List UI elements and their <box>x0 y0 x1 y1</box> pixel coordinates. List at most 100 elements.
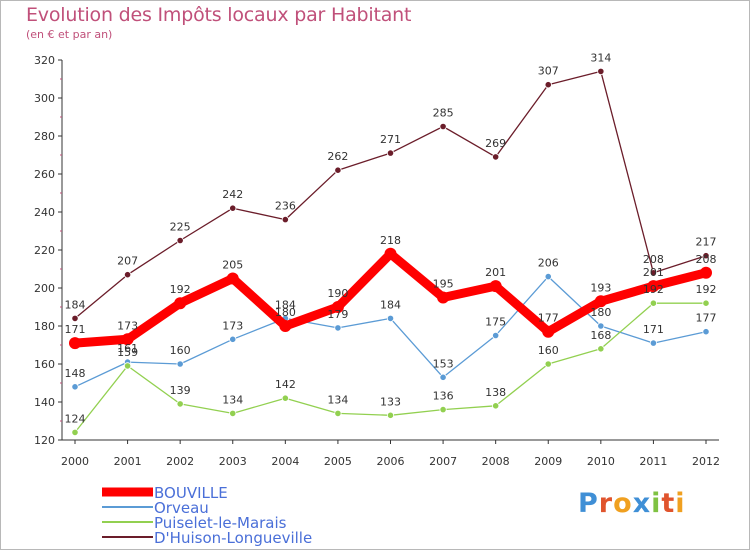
data-point <box>700 266 712 279</box>
y-tick-label: 140 <box>34 396 55 409</box>
data-label: 161 <box>117 342 138 355</box>
data-point <box>597 345 605 353</box>
data-label: 134 <box>222 393 243 406</box>
data-label: 168 <box>590 329 611 342</box>
legend-label: Orveau <box>154 499 209 517</box>
data-point <box>492 402 500 410</box>
series-line-d-huison-longueville <box>74 70 707 319</box>
data-point <box>702 252 710 260</box>
data-label: 271 <box>380 133 401 146</box>
data-label: 179 <box>327 308 348 321</box>
y-tick-label: 220 <box>34 244 55 257</box>
data-point <box>384 247 397 260</box>
data-point <box>226 272 239 285</box>
data-label: 134 <box>327 393 348 406</box>
x-tick-label: 2007 <box>429 455 457 468</box>
data-point <box>281 216 289 224</box>
data-label: 195 <box>433 278 454 291</box>
data-point <box>121 333 134 346</box>
data-label: 171 <box>65 323 86 336</box>
data-point <box>174 297 187 310</box>
data-point <box>702 299 710 307</box>
data-point <box>439 373 447 381</box>
data-point <box>544 272 552 281</box>
data-point <box>334 409 342 417</box>
data-label: 218 <box>380 234 401 247</box>
data-point <box>702 328 710 336</box>
data-point <box>71 383 79 391</box>
y-tick-label: 240 <box>34 206 55 219</box>
data-point <box>649 269 658 277</box>
x-tick-label: 2011 <box>639 455 667 468</box>
x-tick-label: 2002 <box>166 455 194 468</box>
data-label: 138 <box>485 386 506 399</box>
data-label: 285 <box>433 107 454 120</box>
y-tick-label: 260 <box>34 168 55 181</box>
data-label: 148 <box>65 367 86 380</box>
data-point <box>334 324 342 332</box>
legend-label: BOUVILLE <box>154 484 228 502</box>
data-label: 217 <box>696 236 717 249</box>
data-label: 184 <box>380 298 401 311</box>
x-tick-label: 2005 <box>324 455 352 468</box>
y-tick-label: 320 <box>34 54 55 67</box>
data-point <box>279 320 292 332</box>
data-label: 177 <box>538 312 559 325</box>
x-tick-label: 2009 <box>534 455 562 468</box>
data-point <box>123 362 132 370</box>
y-tick-label: 120 <box>34 434 55 447</box>
data-point <box>123 271 132 279</box>
data-label: 225 <box>170 221 191 234</box>
data-point <box>386 411 395 419</box>
data-point <box>229 409 237 417</box>
chart-subtitle: (en € et par an) <box>26 28 113 41</box>
x-tick-label: 2003 <box>219 455 247 468</box>
data-point <box>176 400 184 408</box>
data-label: 242 <box>222 188 243 201</box>
chart-title: Evolution des Impôts locaux par Habitant <box>26 4 412 26</box>
legend-label: D'Huison-Longueville <box>154 529 312 547</box>
data-point <box>281 394 289 402</box>
data-label: 192 <box>643 283 664 296</box>
data-point <box>489 280 502 293</box>
data-label: 208 <box>643 253 664 266</box>
data-point <box>439 122 447 131</box>
data-point <box>69 337 81 350</box>
data-point <box>594 295 607 308</box>
data-point <box>544 81 552 89</box>
x-tick-label: 2006 <box>377 455 405 468</box>
data-label: 205 <box>222 259 243 272</box>
data-label: 175 <box>485 316 506 329</box>
data-label: 262 <box>327 150 348 163</box>
data-label: 142 <box>275 378 296 391</box>
data-point <box>331 301 344 313</box>
data-label: 207 <box>117 255 138 268</box>
data-label: 193 <box>590 281 611 294</box>
data-point <box>544 360 552 368</box>
data-label: 159 <box>117 346 138 359</box>
data-point <box>649 299 658 307</box>
data-label: 153 <box>433 357 454 370</box>
data-point <box>597 67 605 76</box>
data-point <box>649 339 658 347</box>
proxiti-logo: Proxiti <box>578 488 686 519</box>
data-point <box>229 335 237 343</box>
data-label: 206 <box>538 257 559 270</box>
y-tick-label: 180 <box>34 320 55 333</box>
data-label: 307 <box>538 65 559 78</box>
x-tick-label: 2000 <box>61 455 89 468</box>
data-label: 201 <box>643 266 664 279</box>
data-point <box>71 428 79 436</box>
data-point <box>437 291 450 304</box>
data-label: 133 <box>380 395 401 408</box>
data-label: 177 <box>696 312 717 325</box>
data-point <box>229 204 237 212</box>
y-tick-label: 160 <box>34 358 55 371</box>
data-label: 236 <box>275 200 296 213</box>
data-label: 269 <box>485 137 506 150</box>
data-point <box>439 405 447 414</box>
data-point <box>386 314 395 322</box>
y-tick-label: 200 <box>34 282 55 295</box>
data-label: 173 <box>117 319 138 332</box>
